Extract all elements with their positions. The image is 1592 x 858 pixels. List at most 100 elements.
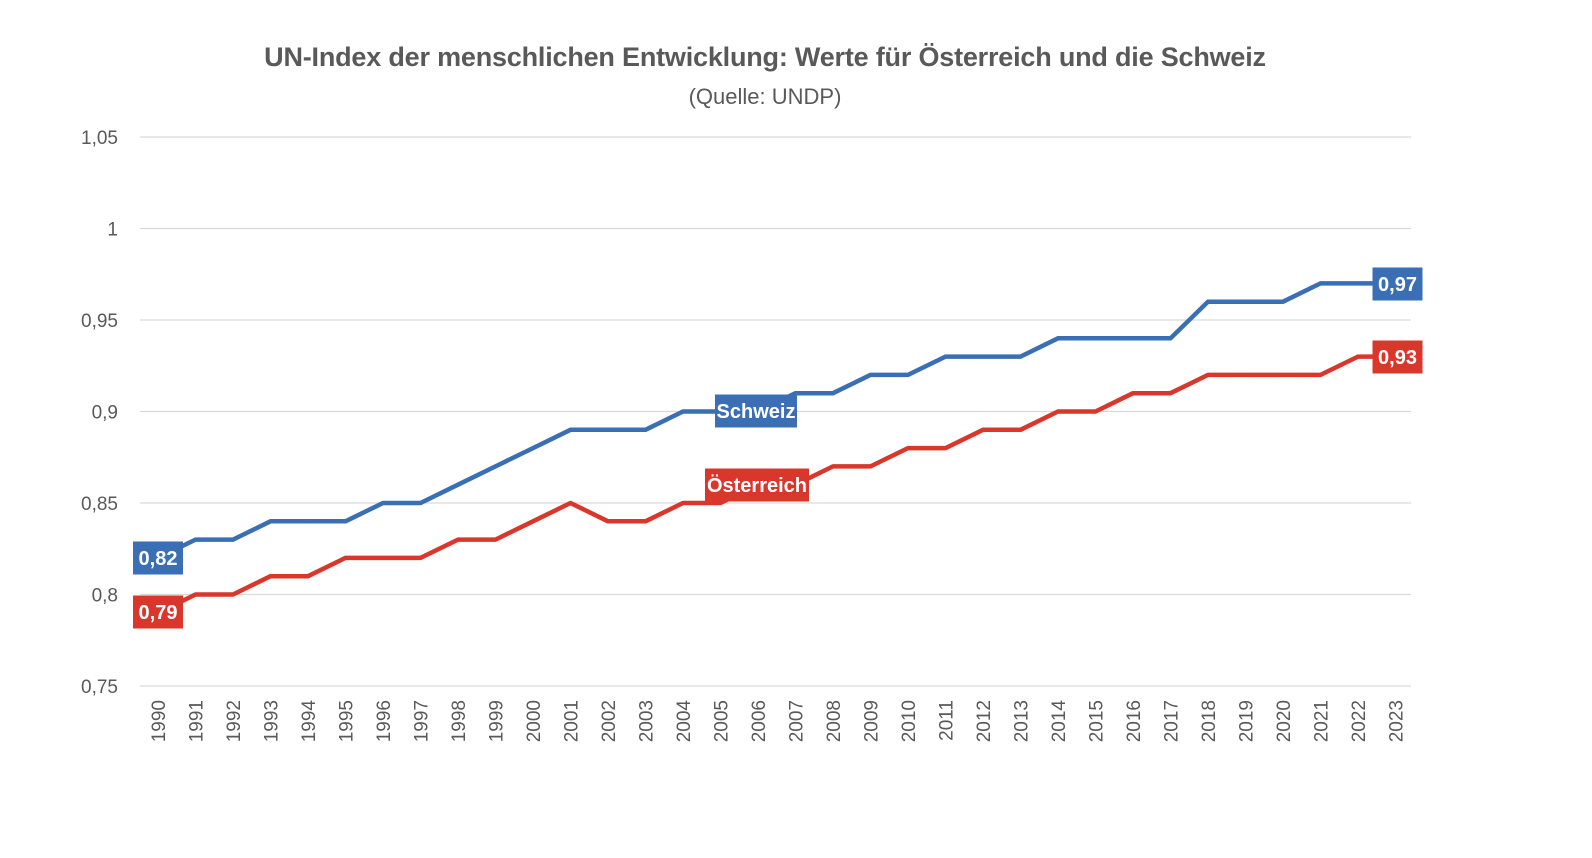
data-point	[868, 372, 873, 377]
data-label-schweiz-start-box	[133, 541, 183, 575]
x-tick-label: 1999	[487, 700, 508, 742]
data-point	[381, 501, 385, 505]
data-point	[1093, 336, 1098, 341]
x-tick-label: 1991	[187, 700, 208, 742]
data-point	[831, 464, 835, 469]
data-point	[456, 482, 460, 487]
data-point	[343, 555, 348, 560]
data-point	[306, 519, 310, 524]
y-tick-label: 1,05	[81, 128, 118, 149]
data-point	[268, 574, 273, 579]
x-tick-label: 2011	[937, 700, 958, 741]
x-tick-label: 1995	[337, 700, 358, 742]
x-tick-label: 2016	[1124, 700, 1145, 742]
data-point	[1281, 299, 1285, 304]
x-tick-label: 2022	[1349, 700, 1370, 742]
data-point	[343, 519, 348, 524]
series-label-schweiz-box	[715, 394, 797, 428]
data-point	[306, 574, 310, 579]
data-point	[193, 537, 198, 542]
x-tick-label: 1990	[149, 700, 170, 742]
data-label-schweiz-end-box	[1372, 267, 1423, 301]
series-label-oesterreich: Österreich	[707, 474, 807, 497]
data-point	[606, 427, 610, 432]
data-point	[568, 501, 573, 505]
data-point	[718, 501, 723, 505]
x-tick-label: 1996	[374, 700, 395, 742]
data-point	[1168, 391, 1173, 396]
data-point	[418, 501, 423, 505]
x-tick-label: 2007	[787, 700, 808, 742]
data-point	[231, 537, 235, 542]
x-tick-label: 2001	[562, 700, 583, 742]
data-point	[943, 446, 948, 451]
data-point	[418, 555, 423, 560]
data-point	[1206, 299, 1210, 304]
data-label-schweiz-end: 0,97	[1378, 274, 1417, 296]
x-tick-label: 2004	[674, 700, 695, 743]
x-tick-label: 2012	[974, 700, 995, 742]
data-point	[1018, 354, 1023, 359]
data-point	[1318, 372, 1323, 377]
data-point	[1056, 336, 1060, 341]
x-tick-label: 2021	[1312, 700, 1333, 742]
data-point	[1018, 427, 1023, 432]
x-tick-label: 2019	[1237, 700, 1258, 742]
data-point	[456, 537, 460, 542]
y-tick-label: 1	[107, 220, 118, 241]
data-label-oesterreich-start: 0,79	[139, 602, 178, 624]
data-point	[943, 354, 948, 359]
data-point	[606, 519, 610, 524]
series-label-oesterreich-box	[705, 468, 809, 502]
x-tick-label: 1994	[299, 700, 320, 743]
data-point	[1206, 372, 1210, 377]
data-point	[1243, 299, 1248, 304]
x-tick-label: 1993	[262, 700, 283, 742]
x-tick-label: 1998	[449, 700, 470, 742]
data-point	[1093, 409, 1098, 414]
data-label-schweiz-start: 0,82	[139, 548, 178, 570]
data-point	[681, 409, 685, 414]
chart-title: UN-Index der menschlichen Entwicklung: W…	[264, 42, 1266, 72]
x-tick-label: 2009	[862, 700, 883, 742]
y-tick-label: 0,85	[81, 494, 118, 515]
x-tick-label: 2003	[637, 700, 658, 742]
data-point	[1318, 281, 1323, 286]
data-point	[681, 501, 685, 505]
data-point	[1131, 391, 1135, 396]
data-label-oesterreich-end-box	[1372, 340, 1423, 374]
data-point	[831, 391, 835, 396]
y-tick-label: 0,9	[92, 403, 118, 424]
y-tick-label: 0,75	[81, 677, 118, 698]
data-point	[1131, 336, 1135, 341]
data-point	[981, 354, 985, 359]
x-tick-label: 2017	[1162, 700, 1183, 742]
data-point	[981, 427, 985, 432]
x-tick-label: 1992	[224, 700, 245, 742]
data-point	[1056, 409, 1060, 414]
x-tick-label: 2023	[1387, 700, 1408, 742]
data-point	[268, 519, 273, 524]
data-point	[643, 519, 648, 524]
y-tick-label: 0,95	[81, 311, 118, 332]
data-point	[906, 372, 910, 377]
y-tick-label: 0,8	[92, 586, 118, 607]
data-point	[1356, 281, 1360, 286]
x-tick-label: 2000	[524, 700, 545, 742]
data-point	[493, 464, 498, 469]
x-tick-label: 2002	[599, 700, 620, 742]
data-point	[531, 519, 535, 524]
x-tick-label: 2020	[1274, 700, 1295, 742]
data-point	[493, 537, 498, 542]
data-point	[1168, 336, 1173, 341]
data-point	[643, 427, 648, 432]
x-tick-label: 2014	[1049, 700, 1070, 743]
x-tick-label: 2005	[712, 700, 733, 742]
data-point	[1281, 372, 1285, 377]
data-point	[868, 464, 873, 469]
x-tick-label: 2006	[749, 700, 770, 742]
x-tick-label: 2018	[1199, 700, 1220, 742]
x-tick-label: 2013	[1012, 700, 1033, 742]
